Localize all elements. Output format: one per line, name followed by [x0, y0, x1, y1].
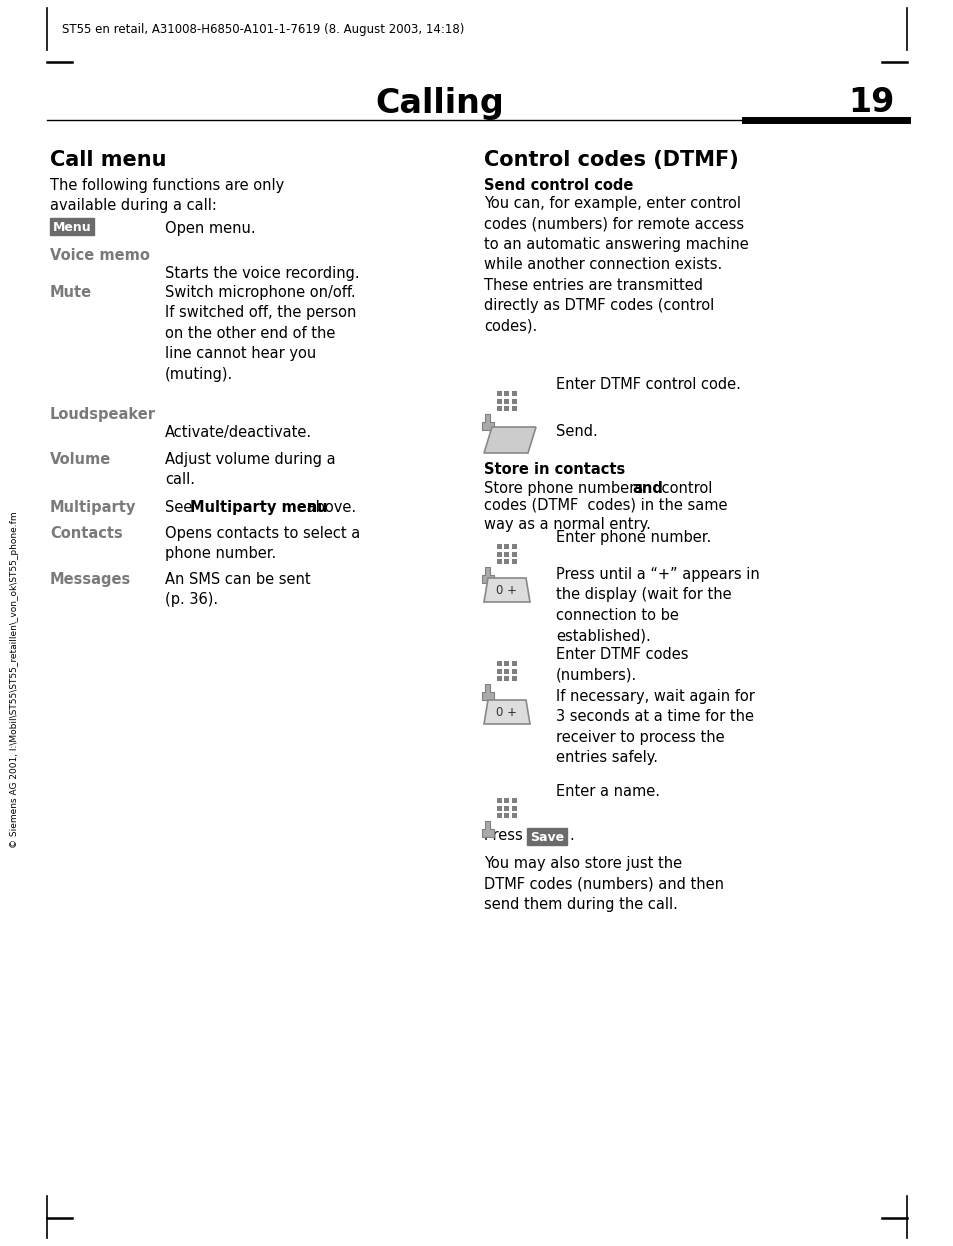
Bar	[504, 399, 509, 404]
Bar	[512, 797, 517, 802]
Polygon shape	[483, 427, 536, 454]
Bar	[504, 812, 509, 819]
Text: Enter a name.: Enter a name.	[556, 784, 659, 799]
Text: Open menu.: Open menu.	[165, 221, 255, 235]
Bar	[504, 559, 509, 564]
Bar	[512, 399, 517, 404]
Bar	[512, 805, 517, 810]
Text: An SMS can be sent
(p. 36).: An SMS can be sent (p. 36).	[165, 572, 311, 607]
Polygon shape	[483, 578, 530, 602]
Bar	[497, 677, 501, 682]
Text: The following functions are only
available during a call:: The following functions are only availab…	[50, 178, 284, 213]
Bar	[504, 677, 509, 682]
Text: Activate/deactivate.: Activate/deactivate.	[165, 425, 312, 440]
Bar	[497, 552, 501, 557]
Bar	[504, 669, 509, 674]
Bar	[526, 829, 566, 845]
Text: See: See	[165, 500, 196, 515]
Bar	[512, 545, 517, 549]
Text: Calling: Calling	[375, 86, 504, 120]
Text: Store in contacts: Store in contacts	[483, 462, 624, 477]
Text: Send.: Send.	[556, 424, 598, 439]
Bar	[497, 559, 501, 564]
Text: and: and	[631, 481, 662, 496]
Bar	[512, 812, 517, 819]
Text: You may also store just the
DTMF codes (numbers) and then
send them during the c: You may also store just the DTMF codes (…	[483, 856, 723, 912]
Text: Control codes (DTMF): Control codes (DTMF)	[483, 150, 738, 169]
Text: Enter DTMF control code.: Enter DTMF control code.	[556, 378, 740, 392]
Bar	[504, 545, 509, 549]
Text: Loudspeaker: Loudspeaker	[50, 407, 156, 422]
Text: codes (DTMF  codes) in the same
way as a normal entry.: codes (DTMF codes) in the same way as a …	[483, 497, 727, 532]
Bar	[497, 805, 501, 810]
Text: Volume: Volume	[50, 452, 112, 467]
Text: 0 +: 0 +	[496, 705, 517, 719]
Text: Save: Save	[529, 831, 563, 844]
Text: Adjust volume during a
call.: Adjust volume during a call.	[165, 452, 335, 487]
Text: You can, for example, enter control
codes (numbers) for remote access
to an auto: You can, for example, enter control code…	[483, 196, 748, 334]
Polygon shape	[481, 414, 494, 430]
Text: Send control code: Send control code	[483, 178, 633, 193]
Bar	[497, 812, 501, 819]
Bar	[512, 677, 517, 682]
Bar	[504, 406, 509, 411]
Text: 19: 19	[848, 86, 894, 120]
Text: Multiparty: Multiparty	[50, 500, 136, 515]
Text: Multiparty menu: Multiparty menu	[190, 500, 327, 515]
Bar	[497, 545, 501, 549]
Bar	[497, 399, 501, 404]
Polygon shape	[481, 821, 494, 836]
Polygon shape	[481, 567, 494, 582]
Text: Opens contacts to select a
phone number.: Opens contacts to select a phone number.	[165, 526, 360, 562]
Bar	[504, 552, 509, 557]
Bar	[504, 660, 509, 667]
Polygon shape	[481, 684, 494, 699]
Bar	[504, 391, 509, 396]
Text: above.: above.	[302, 500, 355, 515]
Text: Store phone numbers: Store phone numbers	[483, 481, 647, 496]
Text: © Siemens AG 2001, I:\Mobil\ST55\ST55_retaillen\_von_ok\ST55_phone.fm: © Siemens AG 2001, I:\Mobil\ST55\ST55_re…	[10, 512, 19, 849]
Text: Voice memo: Voice memo	[50, 248, 150, 263]
Text: If necessary, wait again for
3 seconds at a time for the
receiver to process the: If necessary, wait again for 3 seconds a…	[556, 689, 754, 765]
Text: 0 +: 0 +	[496, 583, 517, 597]
Bar	[497, 669, 501, 674]
Bar	[497, 391, 501, 396]
Bar	[512, 391, 517, 396]
Text: Switch microphone on/off.
If switched off, the person
on the other end of the
li: Switch microphone on/off. If switched of…	[165, 285, 356, 381]
Text: Starts the voice recording.: Starts the voice recording.	[165, 265, 359, 282]
Bar	[497, 660, 501, 667]
Text: Enter phone number.: Enter phone number.	[556, 530, 711, 545]
Bar	[512, 552, 517, 557]
Bar	[512, 669, 517, 674]
Bar	[497, 797, 501, 802]
Bar	[512, 559, 517, 564]
Text: Messages: Messages	[50, 572, 132, 587]
Text: Press until a “+” appears in
the display (wait for the
connection to be
establis: Press until a “+” appears in the display…	[556, 567, 759, 643]
Text: Contacts: Contacts	[50, 526, 123, 541]
Bar	[497, 406, 501, 411]
Text: Mute: Mute	[50, 285, 92, 300]
Polygon shape	[483, 700, 530, 724]
Bar	[512, 660, 517, 667]
Text: ST55 en retail, A31008-H6850-A101-1-7619 (8. August 2003, 14:18): ST55 en retail, A31008-H6850-A101-1-7619…	[62, 24, 464, 36]
Text: Call menu: Call menu	[50, 150, 167, 169]
Bar	[504, 805, 509, 810]
Text: .: .	[568, 829, 573, 844]
Text: Menu: Menu	[52, 221, 91, 234]
Bar	[512, 406, 517, 411]
Text: Press: Press	[483, 829, 527, 844]
Text: Enter DTMF codes
(numbers).: Enter DTMF codes (numbers).	[556, 647, 688, 683]
Bar	[50, 218, 94, 235]
Bar	[504, 797, 509, 802]
Text: control: control	[657, 481, 712, 496]
